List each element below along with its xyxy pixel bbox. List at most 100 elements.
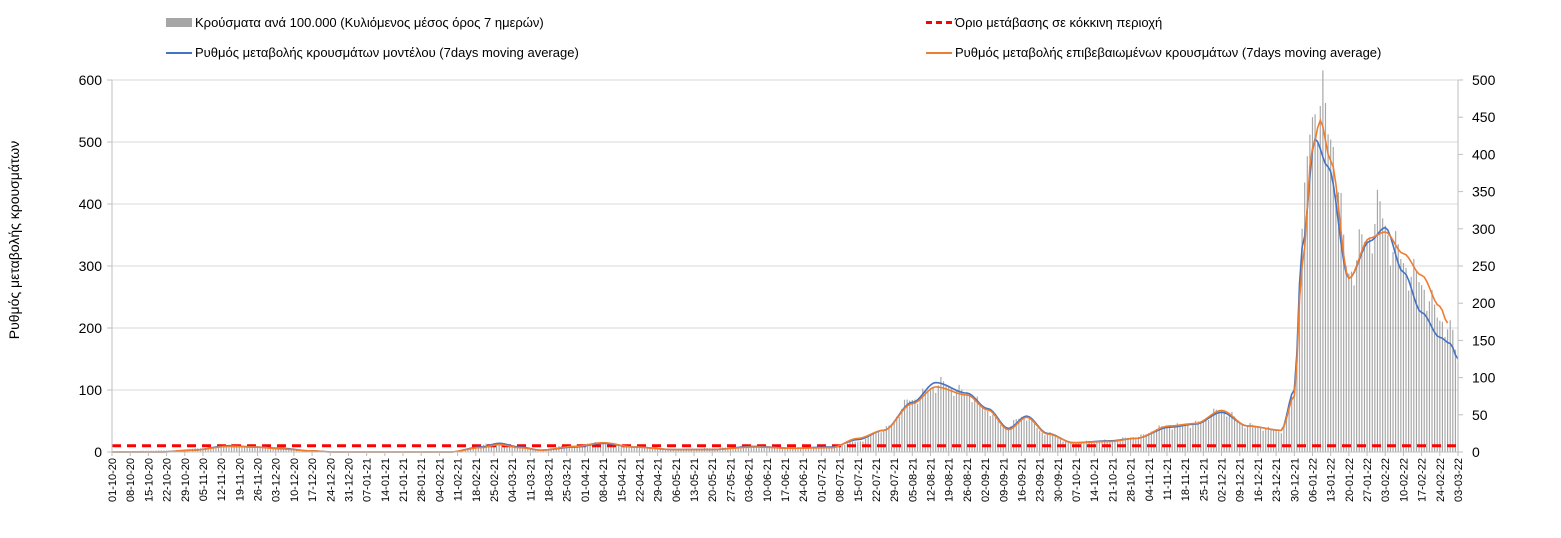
y-right-tick-label: 0: [1472, 444, 1480, 460]
bar: [1143, 434, 1145, 452]
bar: [1041, 432, 1043, 452]
bar: [612, 443, 615, 452]
bar: [748, 446, 750, 452]
y-right-tick-label: 500: [1472, 72, 1496, 88]
bar: [1358, 229, 1360, 452]
bar: [672, 449, 674, 452]
bar: [1252, 424, 1254, 452]
bar: [158, 450, 160, 452]
bar: [269, 447, 272, 452]
bar: [1223, 411, 1225, 452]
bar: [493, 444, 495, 452]
bar: [1389, 265, 1392, 452]
x-tick-label: 06-05-21: [671, 458, 683, 502]
bar: [732, 447, 734, 452]
bar: [610, 444, 612, 452]
bar: [1371, 253, 1373, 452]
x-tick-label: 01-10-20: [107, 458, 119, 502]
bar: [1441, 321, 1443, 452]
bar: [462, 450, 464, 452]
bar: [207, 448, 209, 452]
bar: [1205, 418, 1207, 452]
bar: [924, 389, 926, 452]
bar: [1426, 310, 1428, 452]
y-left-tick-label: 400: [79, 196, 103, 212]
bar: [797, 447, 799, 452]
bar: [857, 441, 859, 452]
bar: [555, 447, 557, 452]
bar: [1343, 234, 1345, 452]
y-right-tick-label: 50: [1472, 407, 1488, 423]
bar: [724, 447, 726, 452]
x-tick-label: 31-12-20: [343, 458, 355, 502]
bar: [1218, 411, 1220, 452]
bar: [955, 390, 958, 452]
bar: [288, 448, 290, 452]
bar: [1036, 427, 1038, 452]
x-tick-label: 22-10-20: [162, 458, 174, 502]
bar: [223, 445, 225, 452]
x-tick-label: 05-11-20: [198, 458, 210, 501]
bar: [475, 446, 477, 452]
bar: [1332, 146, 1334, 452]
bar: [1007, 429, 1010, 452]
bar: [649, 447, 651, 452]
legend-label-bars: Κρούσματα ανά 100.000 (Κυλιόμενος μέσος …: [195, 15, 544, 30]
bar: [568, 445, 570, 452]
bar: [1454, 349, 1456, 452]
bar: [516, 447, 518, 452]
bar: [1070, 441, 1072, 452]
bar: [628, 446, 630, 452]
legend-swatch-bars: [166, 18, 192, 27]
bar: [820, 446, 822, 452]
x-tick-label: 12-08-21: [926, 458, 938, 502]
bar: [768, 446, 770, 452]
x-tick-label: 18-03-21: [544, 458, 556, 502]
bar: [1322, 70, 1324, 452]
bar: [1272, 430, 1275, 452]
bar: [680, 449, 682, 452]
bar: [1189, 427, 1191, 452]
bar: [794, 446, 796, 452]
bar: [935, 392, 937, 452]
bar: [1241, 424, 1243, 452]
bar: [1402, 263, 1405, 452]
bar: [896, 416, 898, 452]
bar: [537, 449, 539, 452]
bar: [1215, 409, 1217, 452]
bar: [620, 445, 622, 452]
bar: [597, 442, 599, 452]
x-tick-label: 17-12-20: [307, 458, 319, 502]
bar: [784, 447, 786, 452]
bar: [1246, 425, 1249, 452]
bar: [1213, 408, 1215, 452]
bar: [844, 444, 846, 452]
bar: [532, 449, 534, 452]
bar: [776, 446, 778, 452]
bar: [233, 444, 235, 452]
bar: [1309, 134, 1311, 452]
x-tick-label: 18-11-21: [1180, 458, 1192, 501]
x-tick-label: 24-12-20: [325, 458, 337, 502]
x-tick-label: 16-09-21: [1016, 458, 1028, 502]
bar: [755, 446, 757, 452]
x-tick-label: 29-10-20: [180, 458, 192, 502]
bar: [1335, 194, 1337, 452]
bar: [641, 447, 643, 452]
bar: [519, 447, 521, 452]
bar: [571, 446, 573, 452]
bar: [958, 384, 960, 452]
bar: [1348, 273, 1350, 452]
bar: [1013, 420, 1015, 452]
bar: [976, 396, 978, 452]
x-tick-label: 08-07-21: [835, 458, 847, 502]
x-tick-label: 21-10-21: [1107, 458, 1119, 502]
bar: [1231, 412, 1233, 452]
bar: [919, 397, 921, 452]
bar: [508, 445, 511, 452]
x-tick-label: 14-10-21: [1089, 458, 1101, 502]
bar: [909, 400, 911, 452]
bar: [290, 449, 292, 452]
x-tick-label: 22-04-21: [634, 458, 646, 502]
